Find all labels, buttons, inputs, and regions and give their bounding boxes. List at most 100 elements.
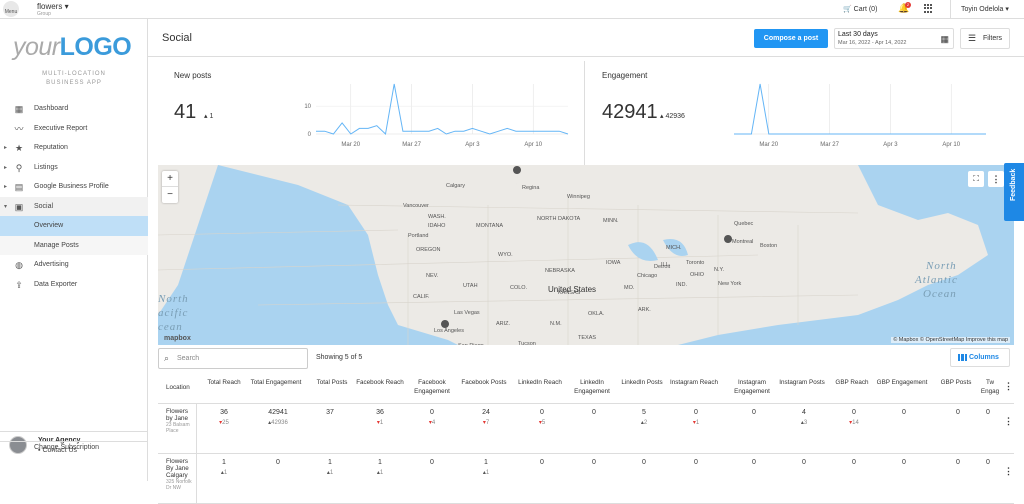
column-header[interactable]: LinkedIn Posts xyxy=(621,379,663,386)
cell-value: 0 xyxy=(852,459,856,466)
location-cell[interactable]: Flowers By Jane Calgary 325 Norfolk Dr NW xyxy=(166,458,196,491)
user-menu[interactable]: Toyin Odelola ▾ xyxy=(950,0,1024,19)
column-header[interactable]: Total Engagement xyxy=(250,379,302,386)
more-vert-icon[interactable]: ⋮ xyxy=(1004,416,1013,426)
apps-grid-icon[interactable] xyxy=(924,4,933,13)
cell-value: 0 xyxy=(802,459,806,466)
star-icon: ★ xyxy=(14,143,24,153)
cell-value: 0 xyxy=(986,459,990,466)
column-header[interactable]: Facebook Posts xyxy=(461,379,507,386)
sidebar-item-manage-posts[interactable]: Manage Posts xyxy=(0,235,148,255)
location-cell[interactable]: Flowers by Jane 23 Balsam Place xyxy=(166,408,196,434)
bell-icon[interactable]: 🔔 xyxy=(898,3,910,13)
map-place-label: Calgary xyxy=(446,183,465,189)
cell-value: 0 xyxy=(276,459,280,466)
arrow-up-icon: ▴ xyxy=(204,113,208,120)
change-subscription-link[interactable]: Change Subscription xyxy=(0,441,148,451)
contact-us-link[interactable]: ▪ Contact Us xyxy=(38,447,78,454)
calendar-icon: ▦ xyxy=(940,34,949,44)
column-header[interactable]: Tw Engag xyxy=(980,379,1000,395)
table-row[interactable]: Flowers By Jane Calgary 325 Norfolk Dr NW… xyxy=(158,454,1014,504)
sidebar-item-advertising[interactable]: ◍ Advertising xyxy=(15,260,69,270)
new-posts-chart: Mar 20 Mar 27 Apr 3 Apr 10 0 10 xyxy=(304,83,569,148)
sidebar-item-social[interactable]: ▾ ▣ Social xyxy=(0,196,148,216)
more-vert-icon[interactable]: ⋮ xyxy=(988,171,1004,187)
column-header[interactable]: Total Posts xyxy=(316,379,348,386)
map-place-label: IOWA xyxy=(606,260,621,266)
map-place-label: San Diego xyxy=(458,343,484,345)
sidebar-item-listings[interactable]: ▸ ⚲ Listings xyxy=(4,162,58,173)
divider xyxy=(196,404,197,454)
sidebar-item-google-business-profile[interactable]: ▸ ▤ Google Business Profile xyxy=(4,182,109,192)
cell-value: 36 xyxy=(220,409,228,416)
column-header[interactable]: Location xyxy=(166,384,190,391)
column-header[interactable]: Instagram Posts xyxy=(779,379,825,386)
zoom-in-button[interactable]: + xyxy=(162,171,178,187)
map-attribution[interactable]: © Mapbox © OpenStreetMap Improve this ma… xyxy=(891,337,1010,343)
cell-value: 1 xyxy=(378,459,382,466)
sidebar-item-executive-report[interactable]: 〰 Executive Report xyxy=(14,123,88,134)
cell-value: 42941 xyxy=(268,409,288,416)
map-place-label: WASH. xyxy=(428,214,446,220)
map-place-label: UTAH xyxy=(463,283,478,289)
columns-button[interactable]: Columns xyxy=(950,348,1010,367)
cell-delta: 4 xyxy=(404,418,460,428)
new-posts-card: New posts 41 ▴ 1 Mar 20 Mar 27 Apr 3 Apr 10… xyxy=(158,61,585,165)
y-tick-label: 10 xyxy=(304,104,311,110)
cell-value: 5 xyxy=(642,409,646,416)
table-cell: 0 xyxy=(404,458,460,468)
column-header[interactable]: GBP Posts xyxy=(940,379,972,386)
globe-icon: ◍ xyxy=(15,260,23,270)
column-header[interactable]: Facebook Reach xyxy=(356,379,404,386)
cell-delta: 1 xyxy=(196,468,252,478)
map-place-label: NEV. xyxy=(426,273,439,279)
sidebar-item-overview[interactable]: Overview xyxy=(0,216,148,236)
column-header[interactable]: GBP Reach xyxy=(835,379,869,386)
cell-delta: 1 xyxy=(668,418,724,428)
column-header[interactable]: Total Reach xyxy=(207,379,241,386)
sidebar-item-data-exporter[interactable]: ⇪ Data Exporter xyxy=(15,279,78,290)
cart-icon: 🛒 xyxy=(843,6,852,13)
date-range-picker[interactable]: Last 30 days Mar 16, 2022 - Apr 14, 2022… xyxy=(834,28,954,49)
columns-icon xyxy=(958,354,967,361)
locations-map[interactable]: Calgary Regina Winnipeg Vancouver WASH. IDAHO… xyxy=(158,165,1014,345)
column-header[interactable]: Instagram Reach xyxy=(670,379,718,386)
date-range-label: Last 30 days xyxy=(838,31,878,38)
card-value: 42941 xyxy=(602,101,658,123)
cell-value: 0 xyxy=(956,459,960,466)
more-vert-icon[interactable]: ⋮ xyxy=(1004,381,1013,391)
chevron-down-icon: ▾ xyxy=(4,203,8,210)
feedback-tab[interactable]: Feedback xyxy=(1004,163,1024,221)
map-place-label: Tucson xyxy=(518,341,536,345)
fullscreen-icon[interactable]: ⛶ xyxy=(968,171,984,187)
compose-post-button[interactable]: Compose a post xyxy=(754,29,828,48)
search-input[interactable]: ⌕ Search xyxy=(158,348,308,369)
menu-button[interactable]: Menu xyxy=(3,1,19,17)
x-tick-label: Mar 27 xyxy=(820,142,839,148)
more-vert-icon[interactable]: ⋮ xyxy=(1004,466,1013,476)
cell-value: 0 xyxy=(752,409,756,416)
column-header[interactable]: LinkedIn Reach xyxy=(518,379,562,386)
column-header[interactable]: GBP Engagement xyxy=(876,379,928,386)
brand-selector[interactable]: flowers ▾ xyxy=(37,2,69,11)
map-place-label: Regina xyxy=(522,185,540,191)
location-address: 23 Balsam Place xyxy=(166,422,190,434)
filters-button[interactable]: ☰ Filters xyxy=(960,28,1010,49)
zoom-out-button[interactable]: − xyxy=(167,189,173,200)
cell-value: 0 xyxy=(752,459,756,466)
chevron-right-icon: ▸ xyxy=(4,145,8,151)
map-place-label: Chicago xyxy=(637,273,657,279)
store-icon: ▤ xyxy=(14,182,24,192)
column-header[interactable]: Instagram Engagement xyxy=(734,379,770,395)
cell-value: 4 xyxy=(802,409,806,416)
cart-button[interactable]: 🛒 Cart (0) xyxy=(843,6,878,13)
trending-icon: 〰 xyxy=(14,123,24,134)
map-place-label: NORTH DAKOTA xyxy=(537,216,581,222)
column-header[interactable]: Facebook Engagement xyxy=(414,379,450,395)
map-canvas: Calgary Regina Winnipeg Vancouver WASH. IDAHO… xyxy=(158,165,1014,345)
map-labels: Calgary Regina Winnipeg Vancouver WASH. IDAHO… xyxy=(403,183,777,345)
sidebar-item-dashboard[interactable]: ▦ Dashboard xyxy=(14,104,69,114)
sidebar-item-reputation[interactable]: ▸ ★ Reputation xyxy=(4,143,68,153)
column-header[interactable]: LinkedIn Engagement xyxy=(574,379,610,395)
